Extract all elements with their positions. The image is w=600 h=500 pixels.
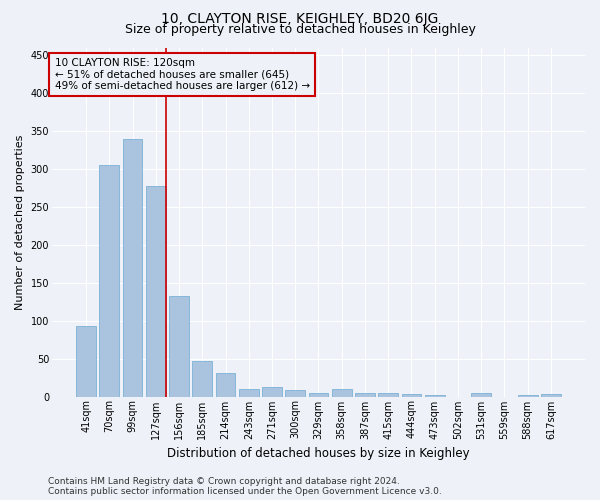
- Bar: [239, 389, 259, 396]
- Bar: [401, 394, 421, 396]
- X-axis label: Distribution of detached houses by size in Keighley: Distribution of detached houses by size …: [167, 447, 470, 460]
- Bar: [308, 392, 328, 396]
- Bar: [169, 296, 189, 396]
- Bar: [193, 361, 212, 396]
- Text: Contains HM Land Registry data © Crown copyright and database right 2024.
Contai: Contains HM Land Registry data © Crown c…: [48, 476, 442, 496]
- Bar: [262, 386, 282, 396]
- Bar: [471, 392, 491, 396]
- Bar: [332, 389, 352, 396]
- Bar: [100, 165, 119, 396]
- Text: 10 CLAYTON RISE: 120sqm
← 51% of detached houses are smaller (645)
49% of semi-d: 10 CLAYTON RISE: 120sqm ← 51% of detache…: [55, 58, 310, 91]
- Bar: [286, 390, 305, 396]
- Bar: [146, 186, 166, 396]
- Bar: [379, 394, 398, 396]
- Bar: [425, 395, 445, 396]
- Bar: [215, 373, 235, 396]
- Y-axis label: Number of detached properties: Number of detached properties: [15, 134, 25, 310]
- Bar: [76, 326, 96, 396]
- Bar: [518, 395, 538, 396]
- Bar: [541, 394, 561, 396]
- Bar: [355, 392, 375, 396]
- Text: 10, CLAYTON RISE, KEIGHLEY, BD20 6JG: 10, CLAYTON RISE, KEIGHLEY, BD20 6JG: [161, 12, 439, 26]
- Text: Size of property relative to detached houses in Keighley: Size of property relative to detached ho…: [125, 22, 475, 36]
- Bar: [122, 138, 142, 396]
